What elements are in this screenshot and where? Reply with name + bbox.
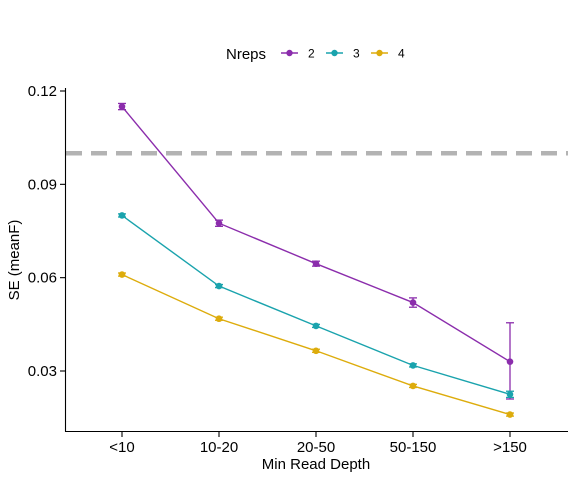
legend-key-point <box>286 49 293 57</box>
legend-key-point <box>376 49 383 57</box>
legend-item-2: 2 <box>281 47 315 61</box>
series-line <box>121 273 511 416</box>
x-tick-label: <10 <box>109 439 134 456</box>
data-point <box>118 212 126 219</box>
series-3 <box>118 212 514 399</box>
x-tick-label: 50-150 <box>390 439 437 456</box>
data-point <box>506 391 514 398</box>
legend-item-3: 3 <box>326 47 360 61</box>
x-tick-label: 20-50 <box>297 439 335 456</box>
legend-key-point <box>331 49 338 57</box>
y-tick-label: 0.09 <box>28 176 57 193</box>
data-point <box>312 260 320 267</box>
plot-area: 0.03 0.06 0.09 0.12 <10 10-20 20-50 50-150 >150 <box>28 83 568 456</box>
legend-item-4: 4 <box>371 47 405 61</box>
data-point <box>312 347 320 355</box>
y-tick-label: 0.12 <box>28 83 57 100</box>
data-point <box>215 219 223 227</box>
legend: Nreps 2 3 4 <box>226 46 405 63</box>
x-tick-label: >150 <box>493 439 527 456</box>
x-tick-label: 10-20 <box>200 439 238 456</box>
series-line <box>121 214 511 396</box>
data-point <box>215 282 223 290</box>
legend-label: 4 <box>398 47 405 61</box>
data-point <box>506 358 514 365</box>
series-4 <box>118 271 514 418</box>
data-point <box>409 299 417 306</box>
y-tick-label: 0.03 <box>28 363 57 380</box>
legend-label: 3 <box>353 47 360 61</box>
data-point <box>506 411 514 418</box>
y-tick-label: 0.06 <box>28 270 57 287</box>
x-axis-title: Min Read Depth <box>262 456 370 473</box>
data-point <box>409 362 417 369</box>
legend-title: Nreps <box>226 46 266 63</box>
series-2 <box>118 102 514 400</box>
legend-label: 2 <box>308 47 315 61</box>
data-point <box>409 382 417 390</box>
data-point <box>118 271 126 278</box>
y-axis-title: SE (meanF) <box>6 220 23 301</box>
data-point <box>118 103 126 110</box>
data-point <box>312 322 320 330</box>
data-point <box>215 315 223 323</box>
